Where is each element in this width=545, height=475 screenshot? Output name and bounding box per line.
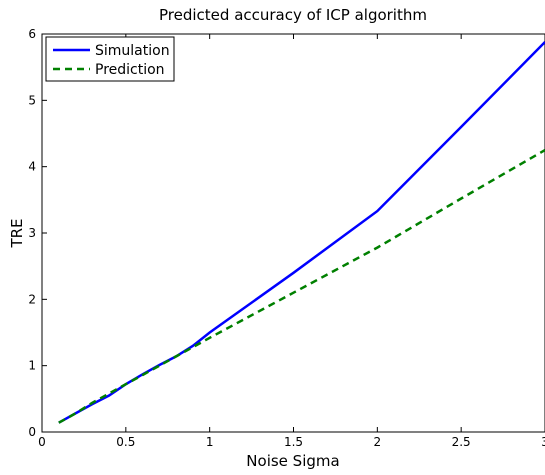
y-tick-label: 4 (28, 160, 36, 174)
legend-box (45, 36, 175, 82)
y-tick-label: 6 (28, 27, 36, 41)
series-lines (58, 41, 545, 424)
series-line-prediction (58, 149, 545, 424)
y-tick-label: 0 (28, 425, 36, 439)
axis-ticks: 0 0.5 1 1.5 2 2.5 3 0 1 2 3 4 5 6 (28, 27, 545, 449)
plot-frame (41, 33, 545, 433)
y-tick-label: 1 (28, 359, 36, 373)
y-tick-label: 3 (28, 226, 36, 240)
y-tick-label: 2 (28, 292, 36, 306)
chart-title: Predicted accuracy of ICP algorithm (159, 6, 427, 24)
x-tick-label: 1.5 (284, 435, 303, 449)
plot-area (41, 33, 545, 433)
y-axis-label: TRE (8, 218, 26, 248)
x-tick-label: 0.5 (116, 435, 135, 449)
legend-label-prediction: Prediction (95, 62, 165, 78)
legend: Simulation Prediction (45, 36, 175, 82)
x-tick-label: 2 (374, 435, 382, 449)
x-tick-label: 1 (206, 435, 214, 449)
x-tick-label: 0 (38, 435, 46, 449)
x-tick-label: 2.5 (452, 435, 471, 449)
y-tick-label: 5 (28, 93, 36, 107)
x-tick-label: 3 (541, 435, 545, 449)
x-axis-label: Noise Sigma (246, 452, 339, 470)
legend-label-simulation: Simulation (95, 43, 170, 59)
